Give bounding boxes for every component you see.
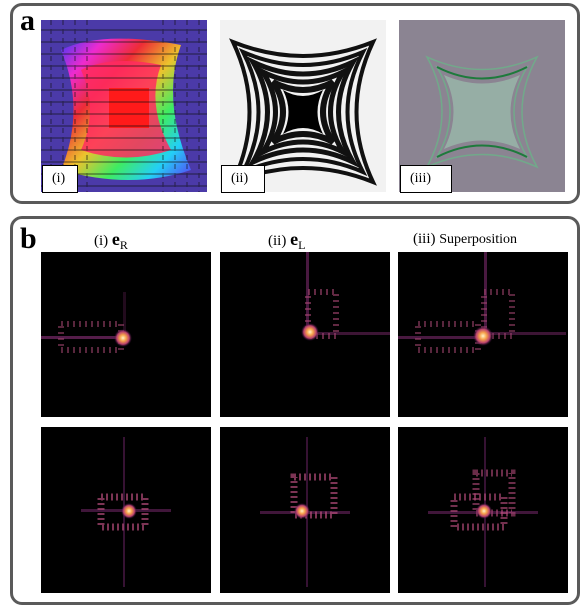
intensity-map-el-bottom (220, 427, 390, 593)
sublabel-a-iii: (iii) (400, 165, 452, 193)
column-prefix: (iii) (413, 231, 436, 247)
intensity-map-er-top (41, 252, 211, 417)
column-subscript: R (119, 238, 128, 252)
interference-fringes (220, 20, 386, 192)
column-symbol: e (290, 229, 299, 249)
panel-b-frame (10, 216, 580, 605)
intensity-map-er-bottom (41, 427, 211, 593)
column-symbol: e (111, 229, 120, 249)
column-header-superposition: (iii) Superposition (413, 231, 517, 248)
panel-b-label: b (20, 222, 37, 255)
micrograph (399, 20, 565, 192)
column-subscript: L (298, 238, 306, 252)
sublabel-a-ii: (ii) (221, 165, 265, 193)
column-header-el: (ii) eL (268, 229, 305, 253)
intensity-map-superposition-bottom (398, 427, 568, 593)
polarization-orientation-map (41, 20, 207, 192)
column-header-er: (i) eR (94, 229, 128, 253)
column-text: Superposition (439, 232, 518, 247)
intensity-map-el-top (220, 252, 390, 417)
panel-a-label: a (20, 4, 35, 37)
panel-a-frame (10, 3, 580, 204)
intensity-map-superposition-top (398, 252, 568, 417)
sublabel-a-i: (i) (42, 165, 78, 193)
column-prefix: (ii) (268, 233, 287, 249)
column-prefix: (i) (94, 233, 109, 249)
